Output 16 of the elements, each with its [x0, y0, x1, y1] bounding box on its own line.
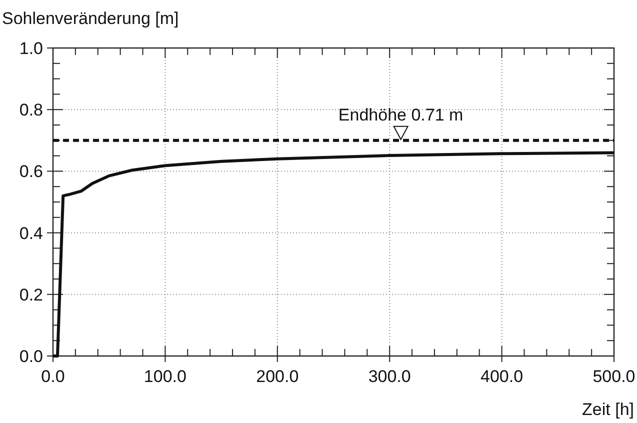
line-series [52, 151, 616, 358]
y-tick-label: 0.0 [19, 346, 43, 366]
y-axis-title: Sohlenveränderung [m] [2, 9, 179, 28]
y-tick-label: 0.4 [19, 224, 43, 243]
y-tick-label: 0.2 [19, 285, 43, 304]
y-tick-label: 0.6 [19, 162, 43, 182]
x-tick-label: 300.0 [368, 367, 411, 386]
x-tick-label: 500.0 [592, 367, 636, 386]
x-tick-label: 200.0 [256, 367, 299, 386]
y-tick-label: 1.0 [19, 38, 43, 58]
x-tick-label: 0.0 [41, 367, 65, 386]
x-tick-label: 100.0 [144, 367, 186, 386]
x-tick-label: 400.0 [480, 367, 524, 386]
x-axis-title: Zeit [h] [582, 400, 634, 419]
ref-line-label: Endhöhe 0.71 m [338, 105, 464, 124]
y-tick-label: 0.8 [19, 100, 43, 120]
